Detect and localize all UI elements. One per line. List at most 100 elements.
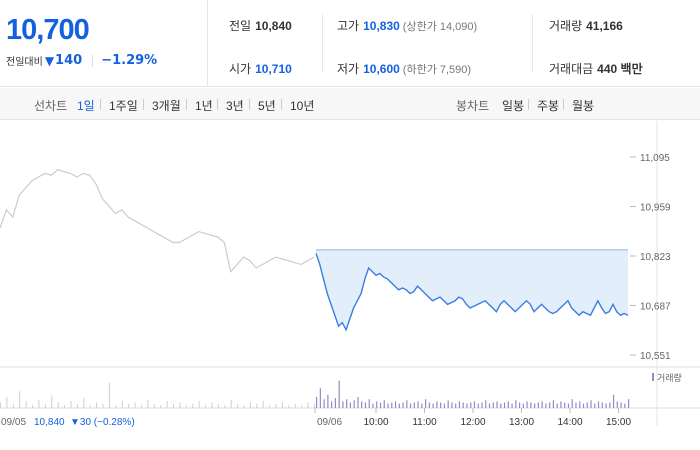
volume-bar bbox=[594, 403, 596, 408]
volume-legend-swatch bbox=[652, 373, 654, 381]
stat-label: 고가 bbox=[337, 19, 360, 33]
today-fill-area bbox=[316, 249, 628, 330]
volume-bar bbox=[511, 403, 513, 408]
volume-bar bbox=[428, 402, 430, 408]
volume-bar bbox=[537, 402, 539, 408]
volume-bar bbox=[314, 403, 315, 408]
volume-bar bbox=[571, 399, 573, 408]
volume-bar bbox=[192, 403, 194, 408]
volume-bar bbox=[522, 403, 524, 408]
volume-bar bbox=[319, 388, 321, 408]
volume-bar bbox=[102, 403, 104, 408]
volume-bar bbox=[0, 402, 1, 408]
volume-bar bbox=[473, 401, 476, 408]
tab-3years[interactable]: 3년 bbox=[226, 99, 244, 113]
volume-bar bbox=[383, 400, 385, 408]
divider bbox=[249, 99, 250, 110]
volume-bar bbox=[402, 402, 404, 408]
volume-bar bbox=[605, 403, 607, 408]
stat-high: 고가 10,830 (상한가 14,090) bbox=[337, 17, 477, 34]
tab-5years[interactable]: 5년 bbox=[258, 99, 276, 113]
volume-bar bbox=[185, 405, 187, 408]
volume-bar bbox=[526, 401, 528, 408]
volume-bar bbox=[379, 402, 382, 408]
volume-bar bbox=[357, 397, 359, 408]
y-tick-label: 11,095 bbox=[640, 153, 670, 164]
volume-bar bbox=[628, 399, 630, 408]
volume-bar bbox=[552, 400, 555, 408]
volume-bar bbox=[301, 405, 303, 408]
prev-change-label: ▼30 (−0.28%) bbox=[70, 417, 135, 428]
tab-1day[interactable]: 1일 bbox=[77, 99, 95, 113]
volume-bar bbox=[579, 401, 581, 408]
volume-bar bbox=[338, 380, 340, 408]
volume-bar bbox=[323, 399, 325, 408]
volume-bar bbox=[447, 400, 449, 408]
current-price: 10,700 bbox=[6, 14, 90, 46]
tab-1week[interactable]: 1주일 bbox=[109, 99, 138, 113]
volume-bar bbox=[89, 405, 91, 408]
stat-amount: 거래대금 440 백만 bbox=[549, 60, 643, 77]
tab-1year[interactable]: 1년 bbox=[195, 99, 213, 113]
volume-bar bbox=[44, 403, 46, 408]
stat-prev-close: 전일 10,840 bbox=[229, 17, 292, 34]
volume-bar bbox=[211, 402, 213, 408]
volume-bar bbox=[108, 382, 110, 408]
line-chart-label: 선차트 bbox=[34, 99, 68, 113]
volume-bar bbox=[140, 405, 142, 408]
tab-monthly-candle[interactable]: 월봉 bbox=[572, 99, 595, 113]
volume-bar bbox=[530, 402, 532, 408]
tab-3months[interactable]: 3개월 bbox=[152, 99, 181, 113]
stat-label: 거래량 bbox=[549, 19, 583, 33]
volume-bar bbox=[346, 399, 348, 408]
volume-bar bbox=[334, 398, 336, 408]
volume-bar bbox=[316, 397, 318, 408]
volume-bar bbox=[372, 403, 374, 408]
volume-bar bbox=[432, 403, 434, 408]
stat-label: 시가 bbox=[229, 62, 252, 76]
volume-bar bbox=[409, 403, 412, 408]
x-tick-label: 12:00 bbox=[460, 417, 485, 428]
y-tick-label: 10,823 bbox=[640, 252, 671, 263]
volume-bar bbox=[38, 399, 40, 408]
volume-bar bbox=[19, 391, 21, 408]
volume-bar bbox=[496, 401, 498, 408]
tab-10years[interactable]: 10년 bbox=[290, 99, 315, 113]
volume-bar bbox=[425, 399, 427, 408]
stat-sub: (하한가 7,590) bbox=[402, 64, 472, 76]
tab-weekly-candle[interactable]: 주봉 bbox=[537, 99, 560, 113]
change-label: 전일대비 bbox=[6, 57, 43, 68]
tab-daily-candle[interactable]: 일봉 bbox=[502, 99, 525, 113]
volume-bar bbox=[256, 403, 258, 408]
volume-bar bbox=[443, 403, 446, 408]
volume-bar bbox=[307, 402, 309, 408]
change-amount: 140 bbox=[55, 53, 83, 68]
change-percent: −1.29% bbox=[101, 53, 158, 68]
volume-bar bbox=[327, 394, 329, 408]
volume-bar bbox=[96, 402, 98, 408]
volume-bar bbox=[582, 403, 585, 408]
volume-bar bbox=[413, 402, 415, 408]
divider bbox=[528, 99, 529, 110]
volume-bar bbox=[586, 402, 588, 408]
price-chart[interactable]: 11,095 10,959 10,823 10,687 10,551 거래량 09/05… bbox=[0, 121, 700, 450]
stat-value: 10,600 bbox=[363, 62, 400, 76]
volume-bar bbox=[492, 402, 494, 408]
volume-bar bbox=[394, 401, 397, 408]
volume-bar bbox=[64, 405, 66, 408]
chart-period-tabs: 선차트 1일 1주일 3개월 1년 3년 5년 10년 봉차트 일봉 주봉 월봉 bbox=[0, 88, 700, 120]
volume-bar bbox=[288, 405, 290, 408]
volume-bar bbox=[121, 401, 123, 408]
volume-bar bbox=[331, 401, 333, 408]
volume-bar bbox=[281, 402, 283, 408]
y-tick-label: 10,959 bbox=[640, 203, 671, 214]
volume-bar bbox=[417, 401, 419, 408]
volume-bar bbox=[575, 402, 577, 408]
volume-bar bbox=[349, 402, 352, 408]
divider bbox=[143, 99, 144, 110]
price-box: 10,700 전일대비 ▼ 140 −1.29% bbox=[0, 0, 208, 87]
volume-bar bbox=[57, 402, 59, 408]
volume-bar bbox=[612, 394, 615, 408]
stat-sub: (상한가 14,090) bbox=[402, 21, 478, 33]
volume-bar bbox=[269, 405, 271, 408]
